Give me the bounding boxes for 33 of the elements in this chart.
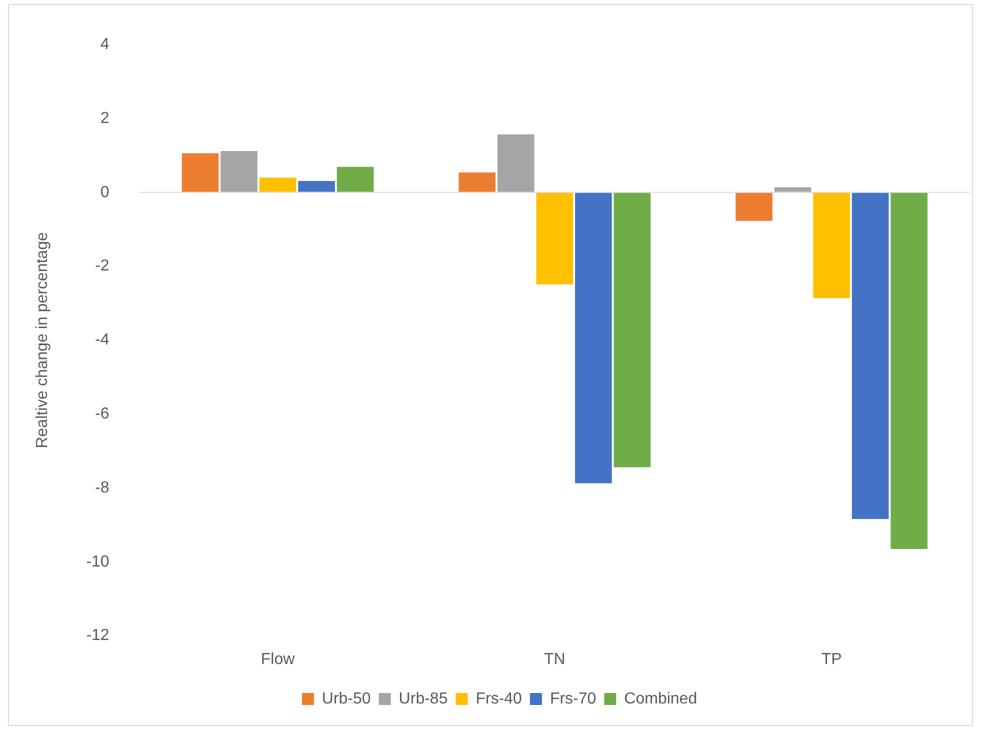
bar: [736, 192, 772, 221]
legend-label: Frs-70: [550, 690, 596, 708]
bar: [497, 134, 534, 192]
bar: [220, 151, 258, 192]
bar: [182, 153, 219, 192]
y-axis-title: Realtive change in percentage: [34, 232, 52, 448]
x-tick-label: TN: [544, 650, 566, 668]
legend-label: Urb-85: [398, 690, 448, 708]
bar: [813, 192, 850, 298]
bar: [336, 166, 374, 192]
bar: [575, 192, 612, 484]
y-tick-label: -6: [95, 406, 110, 423]
bar: [614, 192, 651, 468]
y-tick-label: 4: [100, 36, 110, 54]
y-tick-label: -12: [86, 627, 110, 644]
legend-label: Combined: [624, 690, 698, 708]
legend-label: Urb-50: [322, 690, 371, 708]
y-tick-label: -10: [86, 553, 110, 570]
legend-label: Frs-40: [476, 690, 522, 708]
bar: [852, 192, 889, 520]
y-tick-label: -2: [95, 258, 110, 275]
y-tick-label: 0: [100, 184, 110, 201]
y-tick-label: -4: [95, 332, 110, 349]
bar: [458, 172, 496, 192]
x-tick-label: TP: [821, 650, 842, 668]
y-tick-label: -8: [95, 479, 110, 496]
y-tick-label: 2: [100, 110, 110, 127]
bar: [536, 192, 574, 284]
x-tick-label: Flow: [260, 650, 296, 668]
bar: [259, 178, 296, 192]
bar: [890, 192, 928, 549]
bar: [298, 180, 335, 192]
bar: [774, 187, 812, 192]
